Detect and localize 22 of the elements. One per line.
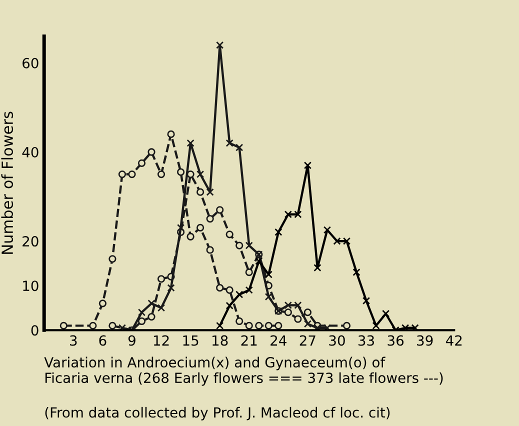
x-tick-label: 12 (154, 335, 169, 346)
x-tick-label: 27 (300, 335, 316, 346)
x-tick-label: 15 (183, 335, 198, 346)
x-tick-label: 21 (241, 335, 257, 346)
y-tick-label: 40 (22, 146, 38, 158)
y-tick-label: 60 (22, 58, 38, 68)
x-tick-label: 6 (99, 335, 106, 346)
x-tick-label: 9 (128, 335, 136, 346)
x-tick-label: 39 (417, 335, 433, 346)
x-tick-label: 3 (70, 335, 77, 346)
x-tick-label: 24 (270, 335, 286, 346)
x-tick-label: 36 (388, 335, 404, 346)
y-tick-label: 0 (31, 325, 38, 336)
y-tick-label: 20 (22, 236, 38, 247)
y-tick-label: 10 (23, 280, 38, 292)
x-tick-label: 18 (212, 335, 228, 346)
x-tick-label: 30 (329, 335, 345, 346)
x-axis-title: Variation in Androecium(x) and Gynaeceum(o) of Ficaria verna (268 Early flowers === 373 late flowers ---) (44, 356, 443, 386)
text: (From data collected by Prof. J. Macleod cf loc. cit) (45, 406, 390, 420)
x-tick-label: 33 (358, 335, 374, 346)
y-axis-title: Number of Flowers (1, 112, 14, 254)
x-tick-label: 42 (446, 335, 462, 346)
